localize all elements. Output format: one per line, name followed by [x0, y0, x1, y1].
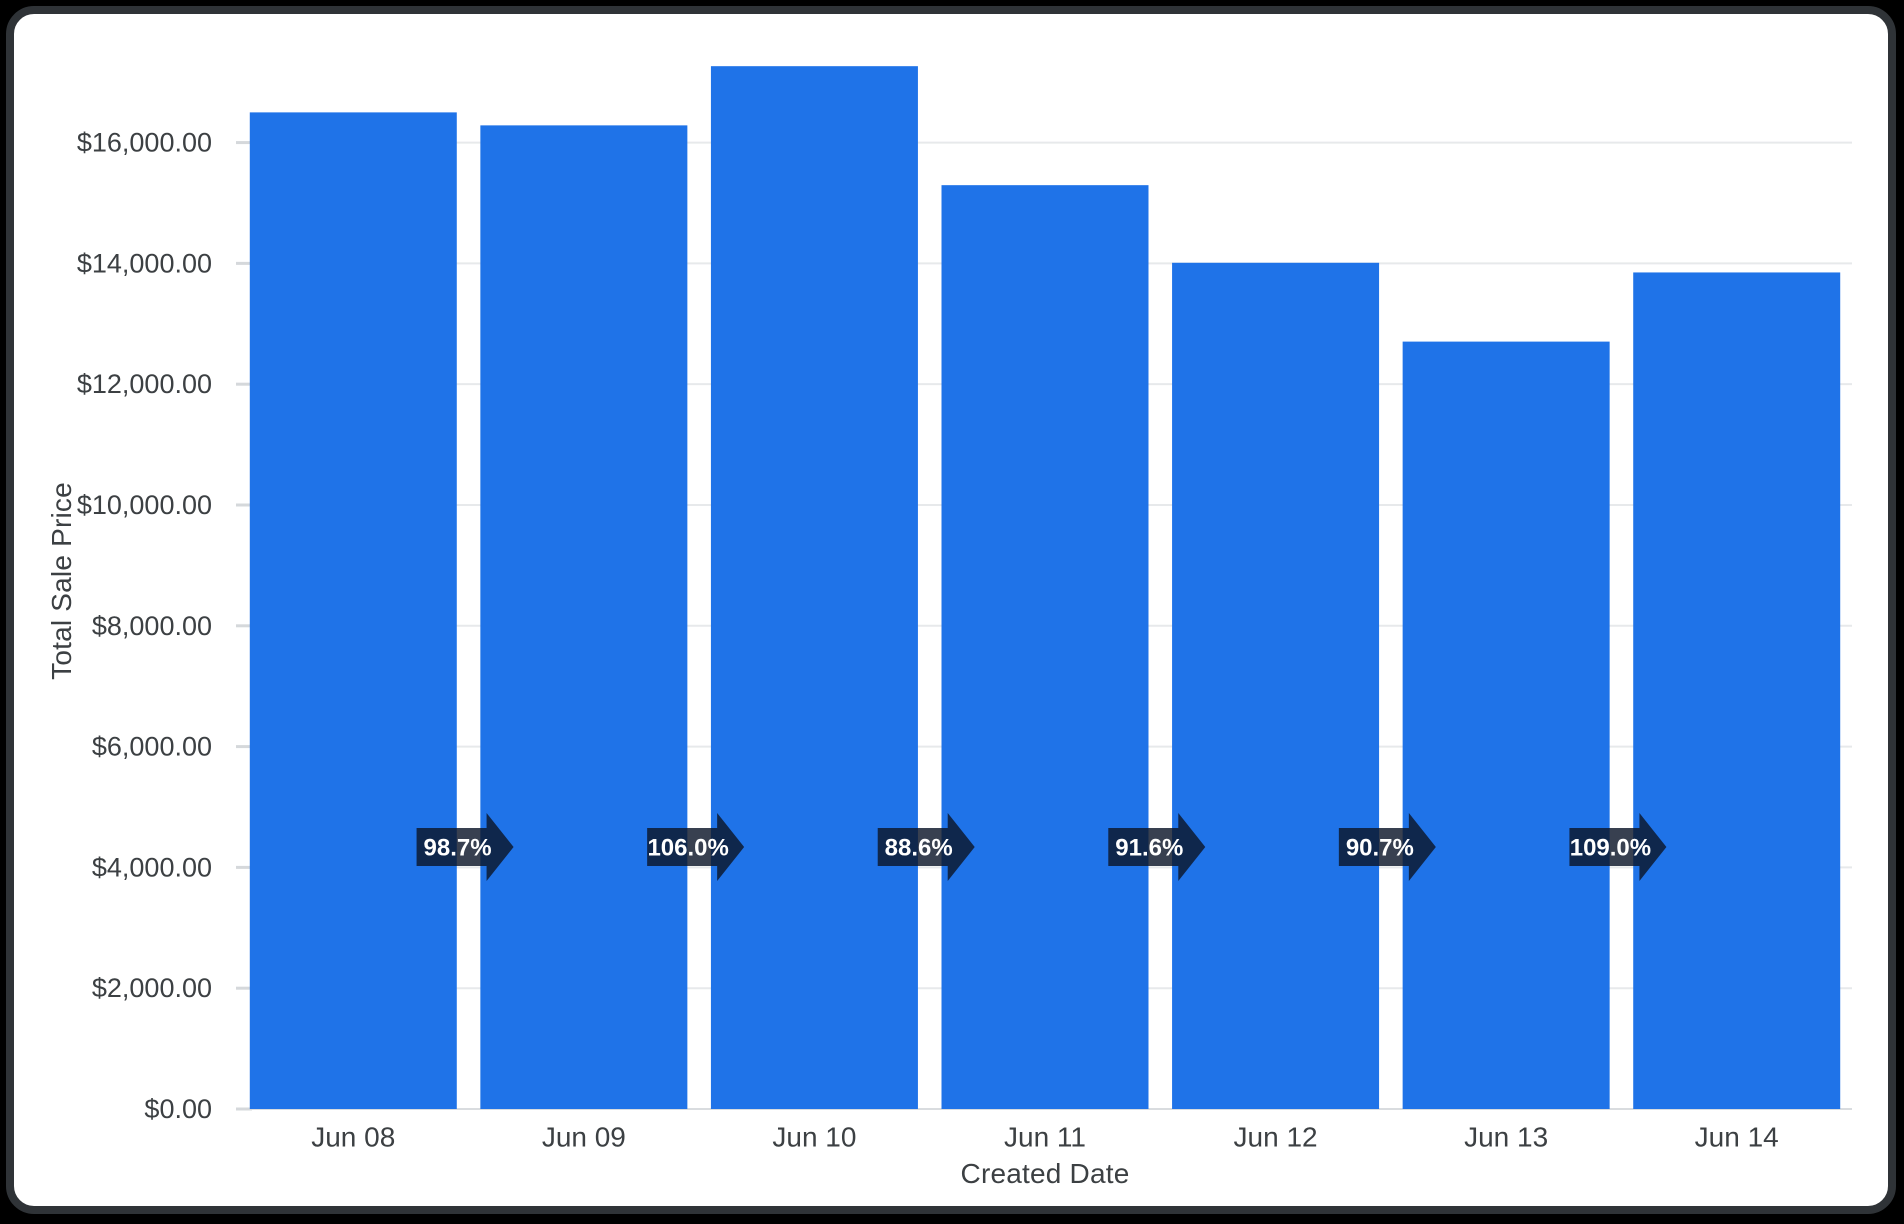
x-tick-label: Jun 10 — [772, 1122, 856, 1153]
percent-change-label: 88.6% — [885, 835, 953, 862]
y-tick-label: $6,000.00 — [92, 732, 212, 762]
bar-jun-13[interactable] — [1402, 341, 1610, 1110]
x-tick-label: Jun 11 — [1004, 1122, 1086, 1153]
y-tick-label: $16,000.00 — [77, 128, 212, 158]
y-tick-label: $14,000.00 — [77, 248, 212, 278]
x-tick-label: Jun 13 — [1464, 1122, 1548, 1153]
percent-change-label: 90.7% — [1346, 835, 1414, 862]
percent-change-arrow — [1338, 813, 1436, 881]
percent-change-arrow — [1569, 813, 1667, 881]
y-tick-label: $4,000.00 — [92, 852, 212, 882]
percent-change-label: 106.0% — [647, 835, 728, 862]
percent-change-arrow — [416, 813, 514, 881]
bar-jun-14[interactable] — [1633, 272, 1841, 1110]
bar-jun-10[interactable] — [710, 66, 918, 1110]
bar-jun-11[interactable] — [941, 185, 1149, 1109]
percent-change-label: 98.7% — [424, 835, 492, 862]
y-tick-label: $0.00 — [144, 1094, 212, 1124]
x-tick-label: Jun 09 — [542, 1122, 626, 1153]
y-tick-label: $10,000.00 — [77, 490, 212, 520]
x-tick-label: Jun 14 — [1695, 1122, 1779, 1153]
bar-jun-12[interactable] — [1172, 262, 1380, 1110]
y-tick-label: $2,000.00 — [92, 973, 212, 1003]
x-tick-label: Jun 12 — [1234, 1122, 1318, 1153]
bar-jun-09[interactable] — [480, 125, 688, 1110]
y-tick-label: $8,000.00 — [92, 611, 212, 641]
y-tick-label: $12,000.00 — [77, 369, 212, 399]
percent-change-arrow — [1108, 813, 1206, 881]
percent-change-arrow — [647, 813, 745, 881]
percent-change-arrow — [877, 813, 975, 881]
x-tick-label: Jun 08 — [311, 1122, 395, 1153]
bar-jun-08[interactable] — [249, 112, 457, 1109]
x-axis-title: Created Date — [960, 1158, 1130, 1189]
percent-change-label: 91.6% — [1115, 835, 1183, 862]
percent-change-label: 109.0% — [1570, 835, 1651, 862]
